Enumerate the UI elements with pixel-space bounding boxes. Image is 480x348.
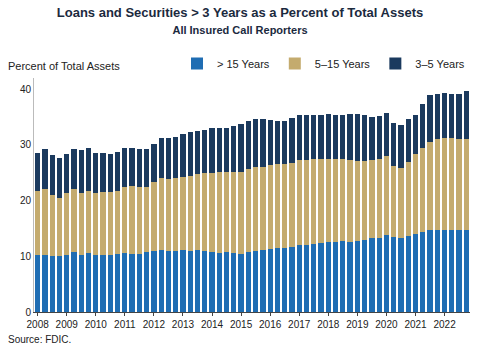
svg-text:20: 20 <box>20 195 32 206</box>
svg-text:2012: 2012 <box>143 319 166 330</box>
svg-text:40: 40 <box>20 84 32 95</box>
svg-text:2022: 2022 <box>433 319 456 330</box>
svg-text:3–5 Years: 3–5 Years <box>415 58 464 70</box>
svg-text:5–15 Years: 5–15 Years <box>315 58 371 70</box>
svg-text:2009: 2009 <box>56 319 79 330</box>
svg-text:2017: 2017 <box>288 319 311 330</box>
svg-text:2019: 2019 <box>346 319 369 330</box>
svg-text:2010: 2010 <box>85 319 108 330</box>
svg-text:2013: 2013 <box>172 319 195 330</box>
svg-text:0: 0 <box>25 307 31 318</box>
svg-text:30: 30 <box>20 139 32 150</box>
svg-text:Source: FDIC.: Source: FDIC. <box>8 334 71 345</box>
svg-text:2015: 2015 <box>230 319 253 330</box>
svg-text:> 15 Years: > 15 Years <box>217 58 270 70</box>
svg-text:2020: 2020 <box>375 319 398 330</box>
svg-text:2011: 2011 <box>114 319 136 330</box>
svg-text:2008: 2008 <box>27 319 50 330</box>
svg-text:2014: 2014 <box>201 319 224 330</box>
svg-text:2018: 2018 <box>317 319 340 330</box>
svg-text:Percent of Total Assets: Percent of Total Assets <box>8 60 120 72</box>
svg-text:2016: 2016 <box>259 319 282 330</box>
svg-text:2021: 2021 <box>404 319 427 330</box>
svg-text:10: 10 <box>20 251 32 262</box>
svg-text:Loans and Securities > 3 Years: Loans and Securities > 3 Years as a Perc… <box>57 5 423 36</box>
